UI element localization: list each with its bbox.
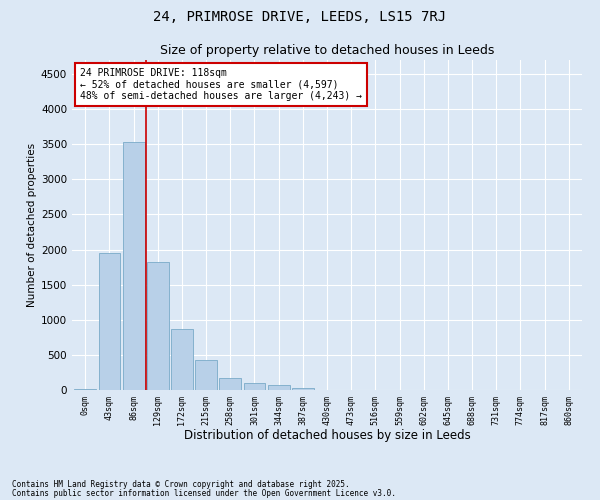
Text: 24, PRIMROSE DRIVE, LEEDS, LS15 7RJ: 24, PRIMROSE DRIVE, LEEDS, LS15 7RJ xyxy=(154,10,446,24)
Bar xyxy=(220,378,241,390)
Bar xyxy=(98,253,121,390)
Bar xyxy=(123,142,145,390)
Bar xyxy=(268,386,290,390)
Text: 24 PRIMROSE DRIVE: 118sqm
← 52% of detached houses are smaller (4,597)
48% of se: 24 PRIMROSE DRIVE: 118sqm ← 52% of detac… xyxy=(80,68,362,102)
Bar xyxy=(74,388,96,390)
X-axis label: Distribution of detached houses by size in Leeds: Distribution of detached houses by size … xyxy=(184,429,470,442)
Y-axis label: Number of detached properties: Number of detached properties xyxy=(27,143,37,307)
Bar xyxy=(292,388,314,390)
Bar xyxy=(147,262,169,390)
Title: Size of property relative to detached houses in Leeds: Size of property relative to detached ho… xyxy=(160,44,494,58)
Text: Contains HM Land Registry data © Crown copyright and database right 2025.: Contains HM Land Registry data © Crown c… xyxy=(12,480,350,489)
Bar xyxy=(195,360,217,390)
Text: Contains public sector information licensed under the Open Government Licence v3: Contains public sector information licen… xyxy=(12,488,396,498)
Bar xyxy=(244,383,265,390)
Bar xyxy=(171,329,193,390)
